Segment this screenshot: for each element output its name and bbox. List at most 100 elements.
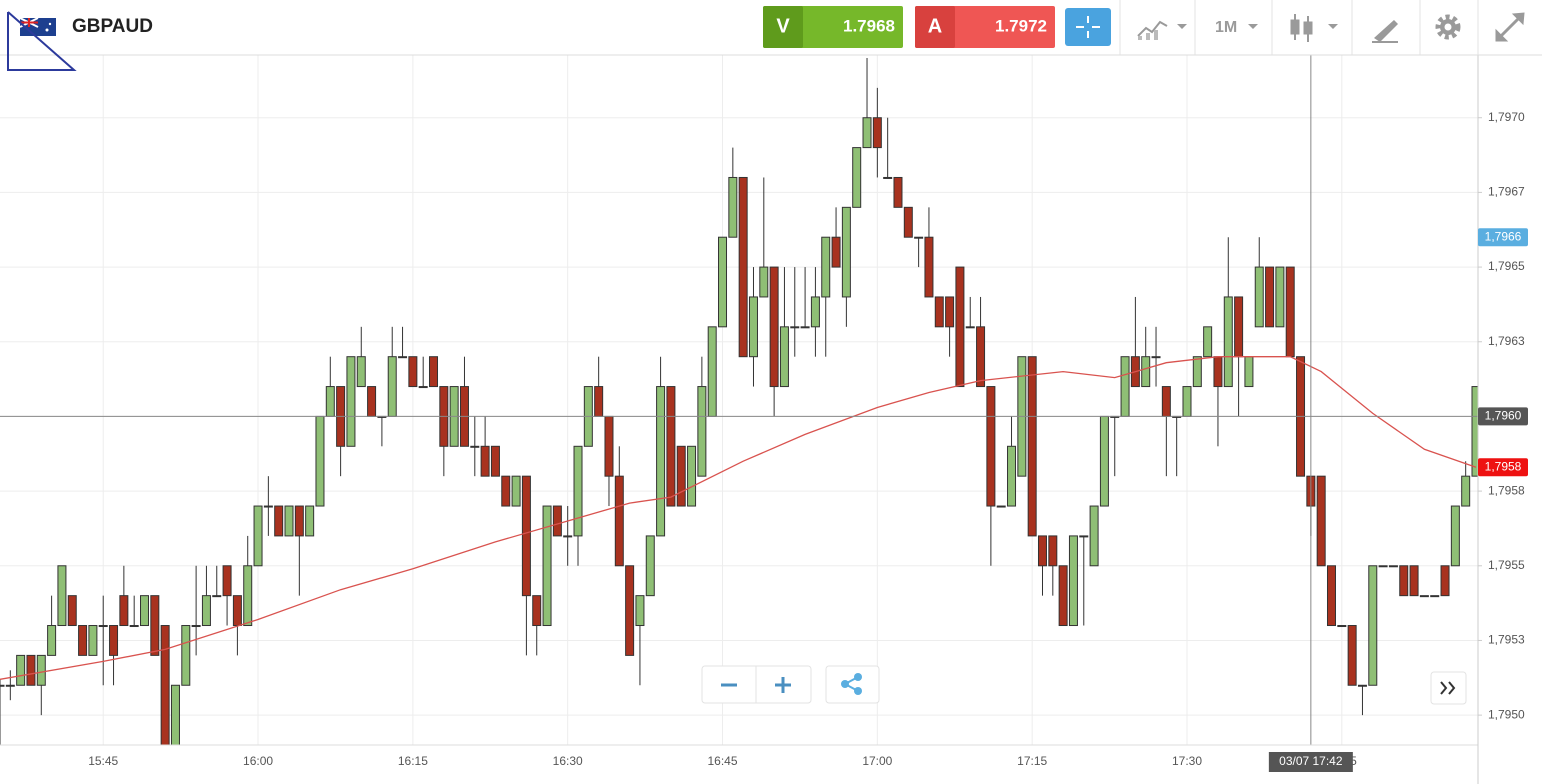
- candle-body: [521, 475, 531, 597]
- x-tick-label: 16:30: [553, 754, 583, 768]
- candle-body: [666, 386, 676, 507]
- candle-body: [532, 595, 542, 627]
- candle-body: [1265, 266, 1275, 328]
- candle-body: [418, 386, 428, 389]
- candle-body: [687, 445, 697, 507]
- candle-body: [346, 356, 356, 447]
- candle-style-button[interactable]: [1290, 14, 1338, 42]
- candle-body: [191, 625, 201, 628]
- overlay: 15:45 16:00 16:15 16:30 16:45 17:00 17:15 17:30…: [0, 55, 1542, 784]
- candle-body: [862, 117, 872, 149]
- candle-body: [129, 625, 139, 628]
- candle-body: [47, 625, 57, 656]
- symbol: GBPAUD: [72, 16, 153, 37]
- candle-body: [0, 684, 5, 687]
- crosshair-y-tag: [1478, 407, 1528, 426]
- sell-button[interactable]: V 1.7968: [763, 6, 903, 48]
- y-tick-label: 1,7953: [1488, 633, 1525, 647]
- candle-body: [1058, 565, 1068, 627]
- candle-body: [594, 386, 604, 417]
- candle-body: [996, 505, 1006, 508]
- crosshair-y-tag-label: 1,7960: [1485, 409, 1522, 423]
- y-tick-label: 1,7955: [1488, 558, 1525, 572]
- candle-body: [511, 475, 521, 507]
- candle-body: [1419, 595, 1429, 598]
- candle-body: [1182, 386, 1192, 417]
- buy-button[interactable]: A 1.7972: [915, 6, 1055, 48]
- candle-body: [88, 625, 98, 656]
- candle-body: [914, 236, 924, 239]
- candle-body: [201, 595, 211, 627]
- crosshair-button[interactable]: [1065, 8, 1111, 46]
- candle-body: [1089, 505, 1099, 567]
- candle-body: [697, 386, 707, 477]
- price-tag-label: 1,7958: [1485, 459, 1522, 473]
- y-tick-label: 1,7967: [1488, 185, 1525, 199]
- candle-body: [119, 595, 129, 627]
- candle-body: [212, 595, 222, 598]
- candle-body: [1244, 356, 1254, 388]
- candle-body: [841, 206, 851, 298]
- candle-body: [501, 475, 511, 507]
- scroll-latest-button[interactable]: [1430, 671, 1467, 705]
- candle-body: [831, 236, 841, 268]
- candle-body: [253, 505, 263, 567]
- candle-body: [1337, 625, 1347, 628]
- timeframe: 1M: [1215, 19, 1237, 36]
- candle-body: [222, 565, 232, 597]
- candle-body: [1068, 535, 1078, 627]
- candle-body: [1471, 386, 1478, 477]
- candle-body: [1275, 266, 1285, 328]
- candle-body: [294, 505, 304, 537]
- buy-label: A: [928, 15, 942, 37]
- candle-body: [821, 236, 831, 298]
- x-tick-label: 17:00: [862, 754, 892, 768]
- candle-body: [356, 356, 366, 388]
- candle-body: [1399, 565, 1409, 597]
- candle-body: [243, 565, 253, 627]
- chart-type-button[interactable]: [1137, 20, 1187, 40]
- moving-average-line: [0, 356, 1477, 680]
- candle-body: [160, 625, 170, 745]
- candle-body: [1450, 505, 1460, 567]
- candle-body: [1192, 356, 1202, 388]
- candle-body: [1161, 386, 1171, 417]
- candle-body: [170, 684, 180, 745]
- zoom-in-button[interactable]: [775, 677, 791, 693]
- candle-body: [769, 266, 779, 388]
- drawing-tools-button[interactable]: [1372, 20, 1398, 43]
- candle-body: [955, 266, 965, 388]
- candle-body: [707, 326, 717, 417]
- share-button[interactable]: [825, 665, 880, 704]
- candle-body: [1223, 296, 1233, 388]
- candle-body: [934, 296, 944, 328]
- candle-body: [1099, 415, 1109, 507]
- candle-body: [16, 654, 26, 686]
- candle-body: [604, 415, 614, 477]
- candle-body: [232, 595, 242, 627]
- y-tick-label: 1,7970: [1488, 110, 1525, 124]
- candle-body: [552, 505, 562, 537]
- x-tick-label: 16:15: [398, 754, 428, 768]
- candle-body: [57, 565, 67, 627]
- candle-body: [790, 326, 800, 329]
- candle-body: [614, 475, 624, 567]
- sell-label: V: [776, 15, 790, 37]
- candle-body: [976, 326, 986, 388]
- candle-body: [429, 356, 439, 388]
- candle-body: [140, 595, 150, 627]
- candle-body: [1368, 565, 1378, 686]
- candle-body: [98, 625, 108, 628]
- candle-body: [625, 565, 635, 656]
- settings-button[interactable]: [1435, 14, 1461, 40]
- candle-body: [1326, 565, 1336, 627]
- candle-body: [78, 625, 88, 656]
- timeframe-button[interactable]: 1M: [1215, 19, 1258, 36]
- candle-body: [635, 595, 645, 627]
- candle-body: [779, 326, 789, 388]
- fullscreen-button[interactable]: [1495, 12, 1525, 42]
- candle-body: [1151, 356, 1161, 359]
- candle-body: [1285, 266, 1295, 358]
